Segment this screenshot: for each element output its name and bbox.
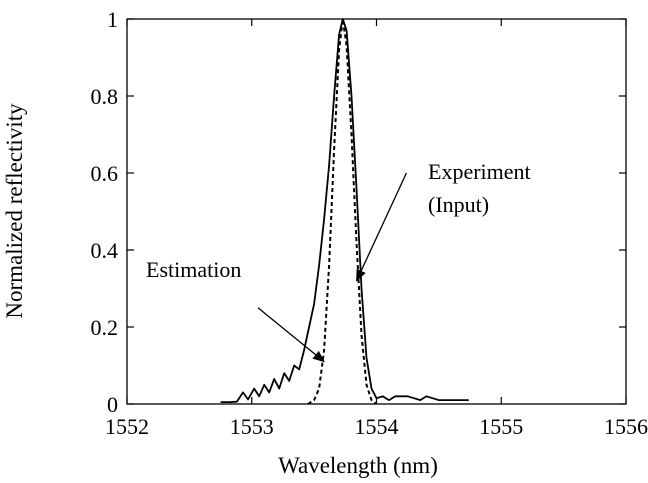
- estimation-label: Estimation: [146, 257, 241, 282]
- x-tick-label: 1553: [230, 414, 274, 439]
- x-tick-labels: 1552 1553 1554 1555 1556: [105, 414, 648, 439]
- x-axis-label: Wavelength (nm): [278, 453, 438, 478]
- series-layer: [220, 18, 469, 405]
- x-tick-label: 1555: [479, 414, 523, 439]
- experiment-arrow: [355, 172, 408, 282]
- y-tick-label: 0: [107, 392, 118, 417]
- input-label: (Input): [428, 192, 489, 217]
- y-tick-labels: 0 0.2 0.4 0.6 0.8 1: [91, 7, 119, 417]
- y-tick-label: 0.8: [91, 84, 119, 109]
- y-axis-label: Normalized reflectivity: [2, 103, 27, 319]
- x-tick-label: 1554: [355, 414, 399, 439]
- experiment-line: [220, 18, 469, 403]
- estimation-arrow: [257, 307, 325, 363]
- y-tick-label: 0.2: [91, 315, 119, 340]
- y-tick-label: 0.4: [91, 238, 119, 263]
- experiment-label: Experiment: [428, 159, 531, 184]
- plot-frame: [126, 18, 627, 405]
- y-tick-label: 1: [107, 7, 118, 32]
- x-tick-label: 1556: [604, 414, 648, 439]
- annotations: Estimation Experiment (Input): [146, 159, 531, 363]
- x-tick-label: 1552: [105, 414, 149, 439]
- y-tick-label: 0.6: [91, 161, 119, 186]
